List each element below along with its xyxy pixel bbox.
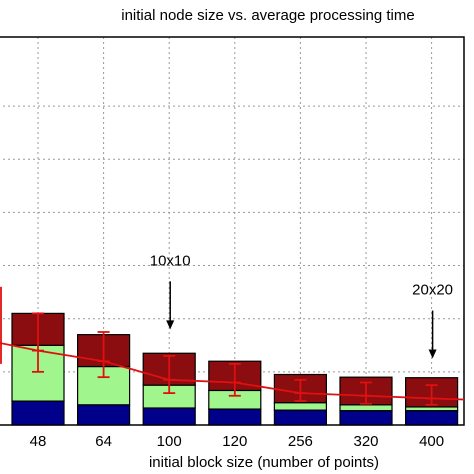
bar-segment-48-0	[11, 400, 65, 426]
bar-segment-120-0	[208, 408, 262, 426]
annotation-arrow-head	[166, 320, 175, 330]
average-line	[0, 286, 465, 406]
bar-segment-320-1	[339, 404, 393, 412]
chart-title: initial node size vs. average processing…	[121, 7, 414, 24]
x-tick-label-64: 64	[95, 433, 112, 450]
bar-segment-320-0	[339, 410, 393, 426]
x-tick-label-100: 100	[157, 433, 182, 450]
x-tick-label-320: 320	[353, 433, 378, 450]
x-axis-label: initial block size (number of points)	[149, 454, 379, 471]
annotation-label: 10x10	[150, 252, 191, 269]
annotation-arrow-head	[428, 349, 437, 359]
x-tick-label-400: 400	[419, 433, 444, 450]
x-tick-label-256: 256	[288, 433, 313, 450]
annotations: 10x10 20x20	[150, 252, 453, 359]
bar-segment-256-0	[273, 409, 327, 426]
x-tick-label-48: 48	[30, 433, 47, 450]
x-tick-labels: 48 64 100 120 256 320 400	[30, 433, 444, 450]
bar-segment-100-0	[142, 407, 196, 426]
bar-segment-64-0	[76, 404, 131, 426]
annotation-label: 20x20	[412, 282, 453, 299]
x-tick-label-120: 120	[222, 433, 247, 450]
bar-segment-400-0	[405, 410, 459, 426]
bar-segment-256-1	[273, 402, 327, 411]
